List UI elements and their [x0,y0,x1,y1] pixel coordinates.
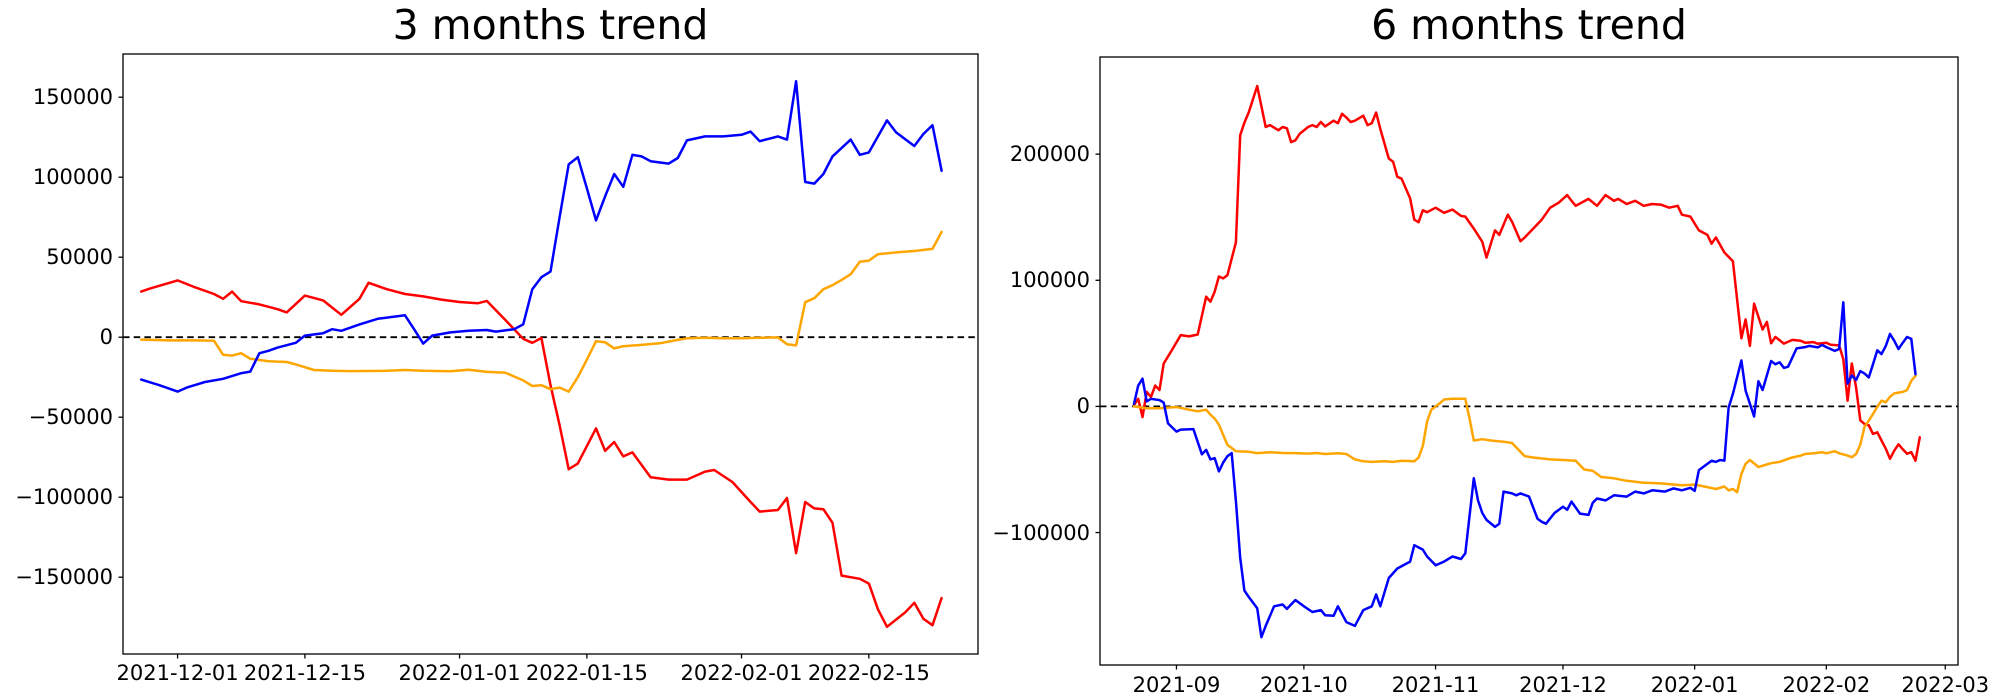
series-line-blue [1132,301,1917,639]
plot-frame [1099,56,1959,666]
x-tick-label: 2022-01 [1650,673,1739,697]
y-tick-label: 100000 [1009,268,1090,293]
series-line-orange [139,230,943,393]
y-tick-label: 50000 [46,245,113,270]
x-tick-label: 2022-01-01 [398,661,521,685]
x-tick-label: 2021-10 [1260,673,1348,697]
y-tick-label: −50000 [28,405,113,430]
x-tick-label: 2021-12-15 [243,661,366,685]
series-line-red [1132,84,1922,462]
y-tick-label: 0 [1076,394,1090,419]
x-tick-label: 2021-12 [1519,673,1607,697]
y-tick-label: −150000 [15,565,113,590]
y-tick-label: 0 [99,325,113,350]
y-tick-label: 100000 [32,165,113,190]
x-tick-label: 2022-03 [1901,673,1990,697]
y-tick-label: 200000 [1009,142,1090,167]
series-line-orange [1132,374,1917,494]
x-tick-label: 2022-02-01 [680,661,803,685]
y-tick-label: −100000 [15,485,113,510]
y-tick-label: −100000 [992,520,1090,545]
series-line-red [139,279,943,629]
x-tick-label: 2021-11 [1391,673,1480,697]
x-tick-label: 2022-01-15 [525,661,648,685]
plot-frame [122,53,979,655]
series-line-blue [139,79,943,393]
x-tick-label: 2021-09 [1132,673,1221,697]
chart-title-6-months: 6 months trend [1371,1,1687,49]
chart-title-3-months: 3 months trend [392,1,709,49]
x-tick-label: 2021-12-01 [116,661,239,685]
x-tick-label: 2022-02-15 [807,661,930,685]
y-tick-label: 150000 [32,85,113,110]
x-tick-label: 2022-02 [1782,673,1871,697]
